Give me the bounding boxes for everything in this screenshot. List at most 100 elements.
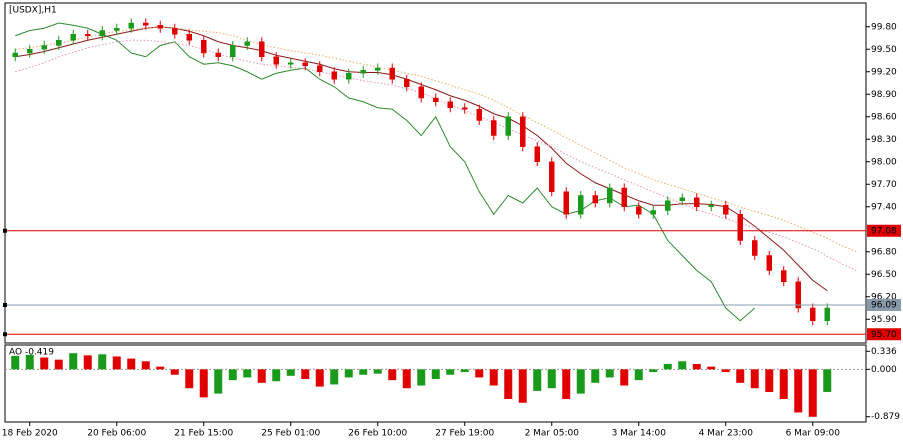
x-tick-label: 4 Mar 23:00: [699, 429, 754, 439]
ao-bar: [388, 369, 397, 381]
y-tick-label: 99.50: [871, 45, 897, 55]
y-tick-label: 95.90: [871, 315, 897, 325]
x-tick-label: 21 Feb 15:00: [174, 429, 233, 439]
ao-bar: [373, 369, 382, 374]
ao-bar: [576, 369, 585, 394]
x-tick-label: 25 Feb 01:00: [261, 429, 320, 439]
candle-body: [476, 109, 482, 121]
candle-body: [462, 107, 468, 110]
candle-body: [331, 71, 337, 80]
indicator-title: AO -0.419: [9, 348, 54, 358]
candle-body: [41, 45, 47, 50]
ao-bar: [547, 369, 556, 389]
candle-body: [230, 45, 236, 57]
level-marker: [3, 228, 7, 233]
candle-body: [27, 49, 33, 54]
level-marker: [3, 332, 7, 337]
cloud-span: [15, 26, 857, 253]
ao-bar: [591, 369, 600, 383]
candle-body: [389, 67, 395, 80]
candle-body: [186, 34, 192, 41]
y-tick-label: 96.50: [871, 270, 897, 280]
ao-bar: [25, 354, 34, 370]
candle-body: [244, 41, 250, 46]
ao-bar: [257, 369, 266, 383]
ao-bar: [359, 369, 368, 375]
candle-body: [302, 62, 308, 66]
y-tick-label: 0.336: [871, 347, 897, 357]
ao-bar: [634, 369, 643, 381]
candle-body: [824, 307, 830, 321]
ao-bar: [243, 369, 252, 378]
candle-body: [404, 79, 410, 87]
ao-bar: [533, 369, 542, 391]
ao-bar: [112, 356, 121, 370]
ao-bar: [286, 369, 295, 376]
candle-body: [215, 52, 221, 57]
ao-bar: [504, 369, 513, 399]
candle-body: [766, 255, 772, 271]
ao-bar: [678, 361, 687, 370]
ao-bar: [605, 369, 614, 378]
candle-body: [679, 197, 685, 201]
candle-body: [172, 28, 178, 35]
ao-bar: [272, 369, 281, 382]
ao-bar: [40, 357, 49, 370]
price-box-label: 97.08: [871, 226, 897, 236]
ao-bar: [330, 369, 339, 385]
x-tick-label: 2 Mar 05:00: [525, 429, 580, 439]
y-tick-label: 98.90: [871, 90, 897, 100]
candle-body: [317, 65, 323, 72]
ao-bar: [649, 369, 658, 373]
candle-body: [781, 270, 787, 282]
x-tick-label: 20 Feb 06:00: [87, 429, 146, 439]
candle-body: [795, 281, 801, 309]
ao-bar: [228, 369, 237, 381]
candle-body: [128, 22, 134, 29]
candle-body: [636, 206, 642, 215]
ao-bar: [83, 355, 92, 370]
indicator-pane: [4, 344, 867, 423]
ao-bar: [475, 369, 484, 378]
y-tick-label: 0.000: [871, 365, 897, 375]
ao-bar: [620, 369, 629, 386]
ao-bar: [736, 369, 745, 383]
candle-body: [99, 30, 105, 36]
ao-bar: [707, 366, 716, 370]
ao-bar: [765, 369, 774, 392]
ao-bar: [402, 369, 411, 389]
candle-body: [752, 240, 758, 256]
candle-body: [708, 205, 714, 207]
candle-body: [201, 40, 207, 54]
ao-bar: [518, 369, 527, 403]
candle-body: [607, 187, 613, 204]
candle-body: [259, 41, 265, 57]
candle-body: [737, 214, 743, 241]
candle-body: [549, 161, 555, 192]
ao-bar: [460, 369, 469, 373]
x-tick-label: 6 Mar 09:00: [786, 429, 841, 439]
candle-body: [56, 40, 62, 46]
ao-bar: [823, 369, 832, 392]
x-tick-label: 27 Feb 19:00: [435, 429, 494, 439]
candle-body: [85, 34, 91, 36]
candle-body: [433, 97, 439, 102]
ao-bar: [794, 369, 803, 413]
x-tick-label: 3 Mar 14:00: [612, 429, 667, 439]
ao-bar: [692, 363, 701, 370]
chart-title: [USDX],H1: [9, 6, 57, 16]
candle-body: [447, 101, 453, 108]
candle-body: [70, 34, 76, 41]
ao-bar: [54, 359, 63, 370]
candle-body: [288, 62, 294, 65]
y-tick-label: 96.80: [871, 247, 897, 257]
ao-bar: [417, 369, 426, 386]
y-tick-label: 99.80: [871, 22, 897, 32]
candle-body: [418, 86, 424, 99]
y-tick-label: 96.20: [871, 292, 897, 302]
ao-bar: [562, 369, 571, 399]
ao-bar: [301, 369, 310, 380]
ao-bar: [141, 361, 150, 370]
